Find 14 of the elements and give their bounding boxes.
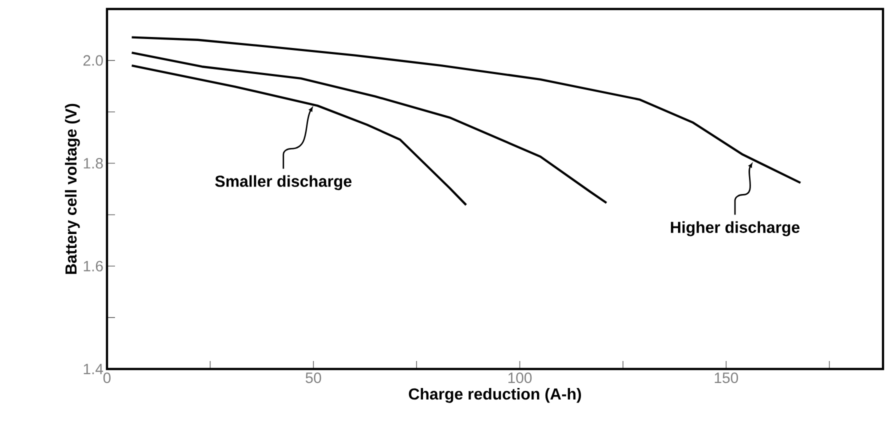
- x-tick-label: 50: [306, 372, 322, 384]
- y-tick-label: 1.8: [84, 158, 103, 169]
- line-series: [130, 64, 468, 206]
- y-axis-title: Battery cell voltage (V): [64, 104, 80, 274]
- y-tick-label: 1.4: [84, 364, 104, 374]
- x-tick-label: 150: [714, 372, 738, 384]
- annotation: Higher discharge: [670, 221, 800, 236]
- x-tick-label: 0: [103, 372, 111, 384]
- y-tick-label: 1.6: [84, 260, 103, 272]
- y-tick-label: 2.0: [83, 55, 103, 66]
- annotation: Smaller discharge: [215, 175, 352, 190]
- line-series: [130, 52, 608, 204]
- x-tick-label: 100: [508, 372, 532, 384]
- x-axis-title: Charge reduction (A-h): [408, 388, 581, 403]
